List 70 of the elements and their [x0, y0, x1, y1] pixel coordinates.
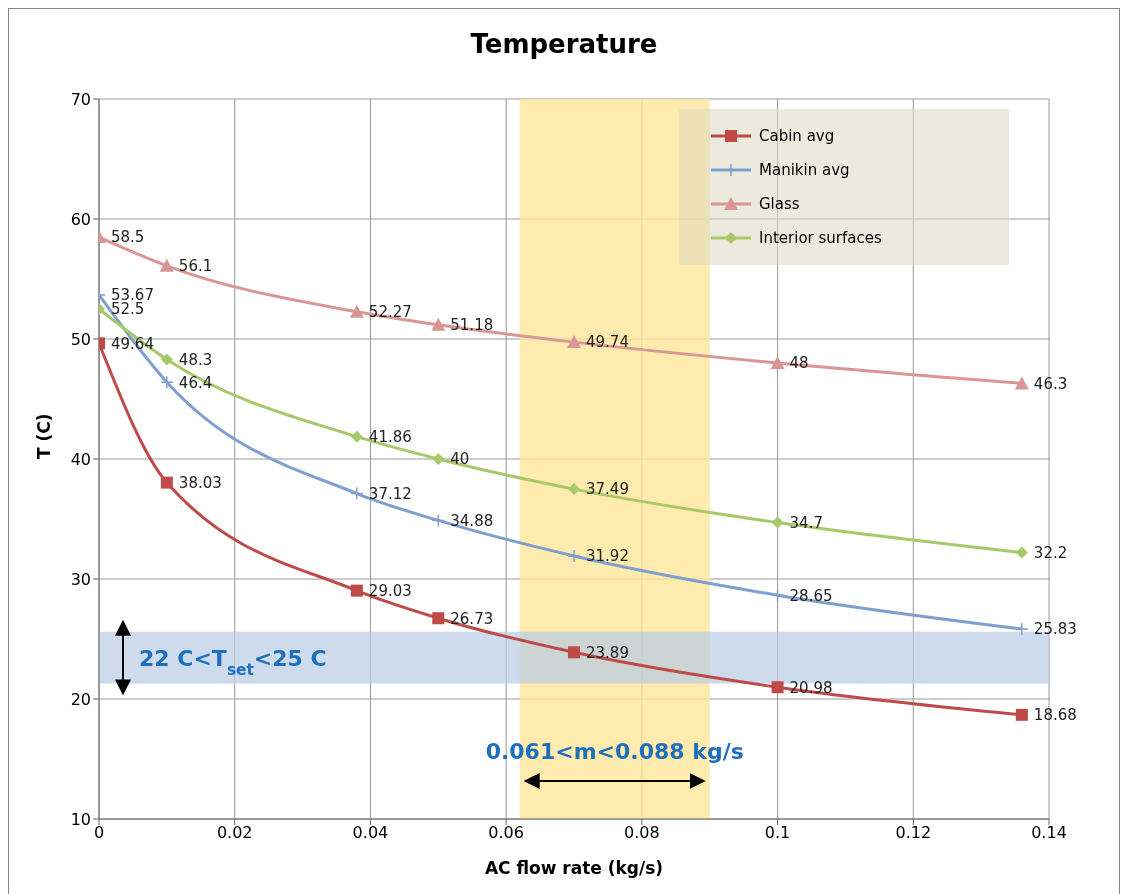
- point: [431, 317, 446, 331]
- data-label: 56.1: [178, 257, 213, 276]
- y-tick-label: 60: [70, 209, 91, 229]
- data-label: 28.65: [789, 586, 833, 605]
- point: [349, 304, 364, 318]
- point: [770, 588, 785, 602]
- data-label: 23.89: [586, 643, 629, 662]
- point: [432, 453, 445, 465]
- data-label: 25.83: [1033, 620, 1077, 639]
- y-tick-label: 30: [70, 569, 91, 589]
- point: [568, 646, 580, 659]
- y-tick-label: 40: [70, 449, 91, 469]
- chart-title: Temperature: [469, 28, 659, 59]
- x-axis-title: AC flow rate (kg/s): [484, 858, 664, 878]
- data-label: 32.2: [1033, 543, 1068, 562]
- legend-label: Glass: [759, 195, 800, 213]
- point: [1014, 376, 1029, 390]
- legend-label: Cabin avg: [759, 127, 835, 145]
- band-label: 22 C<T$_{set}$<25 C: [139, 645, 327, 679]
- data-label: 46.4: [178, 373, 213, 392]
- data-label: 51.18: [450, 316, 494, 335]
- point: [770, 356, 785, 369]
- y-tick-label: 10: [70, 809, 91, 829]
- point: [350, 584, 363, 597]
- x-tick-label: 0.14: [1031, 823, 1067, 843]
- data-label: 37.12: [368, 484, 412, 503]
- y-axis-title: T (C): [34, 413, 55, 459]
- y-tick-label: 20: [70, 689, 91, 709]
- point: [160, 375, 174, 389]
- point: [1015, 708, 1028, 721]
- data-label: 18.68: [1033, 706, 1077, 725]
- legend-label: Interior surfaces: [759, 229, 882, 247]
- point: [771, 516, 784, 529]
- data-label: 26.73: [450, 609, 494, 628]
- data-label: 49.74: [586, 333, 629, 352]
- legend-label: Manikin avg: [759, 161, 850, 179]
- point: [160, 353, 173, 366]
- point: [1015, 622, 1029, 636]
- x-tick-label: 0: [93, 823, 105, 843]
- point: [568, 483, 580, 496]
- data-label: 37.49: [586, 480, 629, 499]
- data-label: 41.86: [368, 428, 412, 447]
- x-tick-label: 0.06: [488, 823, 524, 843]
- point: [432, 612, 445, 625]
- x-tick-label: 0.1: [764, 823, 791, 843]
- y-tick-label: 70: [70, 89, 91, 109]
- point: [350, 430, 363, 443]
- x-tick-label: 0.02: [216, 823, 253, 843]
- data-label: 58.5: [111, 228, 145, 247]
- point: [431, 513, 446, 528]
- point: [771, 681, 784, 694]
- data-label: 34.88: [450, 511, 494, 530]
- data-label: 31.92: [586, 547, 629, 566]
- data-label: 38.03: [178, 473, 222, 492]
- data-label: 29.03: [368, 581, 412, 600]
- data-label: 52.27: [368, 303, 412, 322]
- point: [159, 258, 174, 272]
- point: [350, 486, 364, 501]
- data-label: 48: [789, 354, 809, 373]
- point: [160, 476, 173, 489]
- y-tick-label: 50: [70, 329, 91, 349]
- x-tick-label: 0.04: [352, 823, 389, 843]
- x-tick-label: 0.12: [895, 823, 932, 843]
- data-label: 48.3: [178, 350, 213, 369]
- x-tick-label: 0.08: [624, 823, 660, 843]
- point: [567, 335, 581, 349]
- point: [1015, 546, 1028, 559]
- data-label: 46.3: [1033, 374, 1068, 393]
- band-label: 0.061<m<0.088 kg/s: [485, 739, 744, 764]
- point: [567, 549, 581, 563]
